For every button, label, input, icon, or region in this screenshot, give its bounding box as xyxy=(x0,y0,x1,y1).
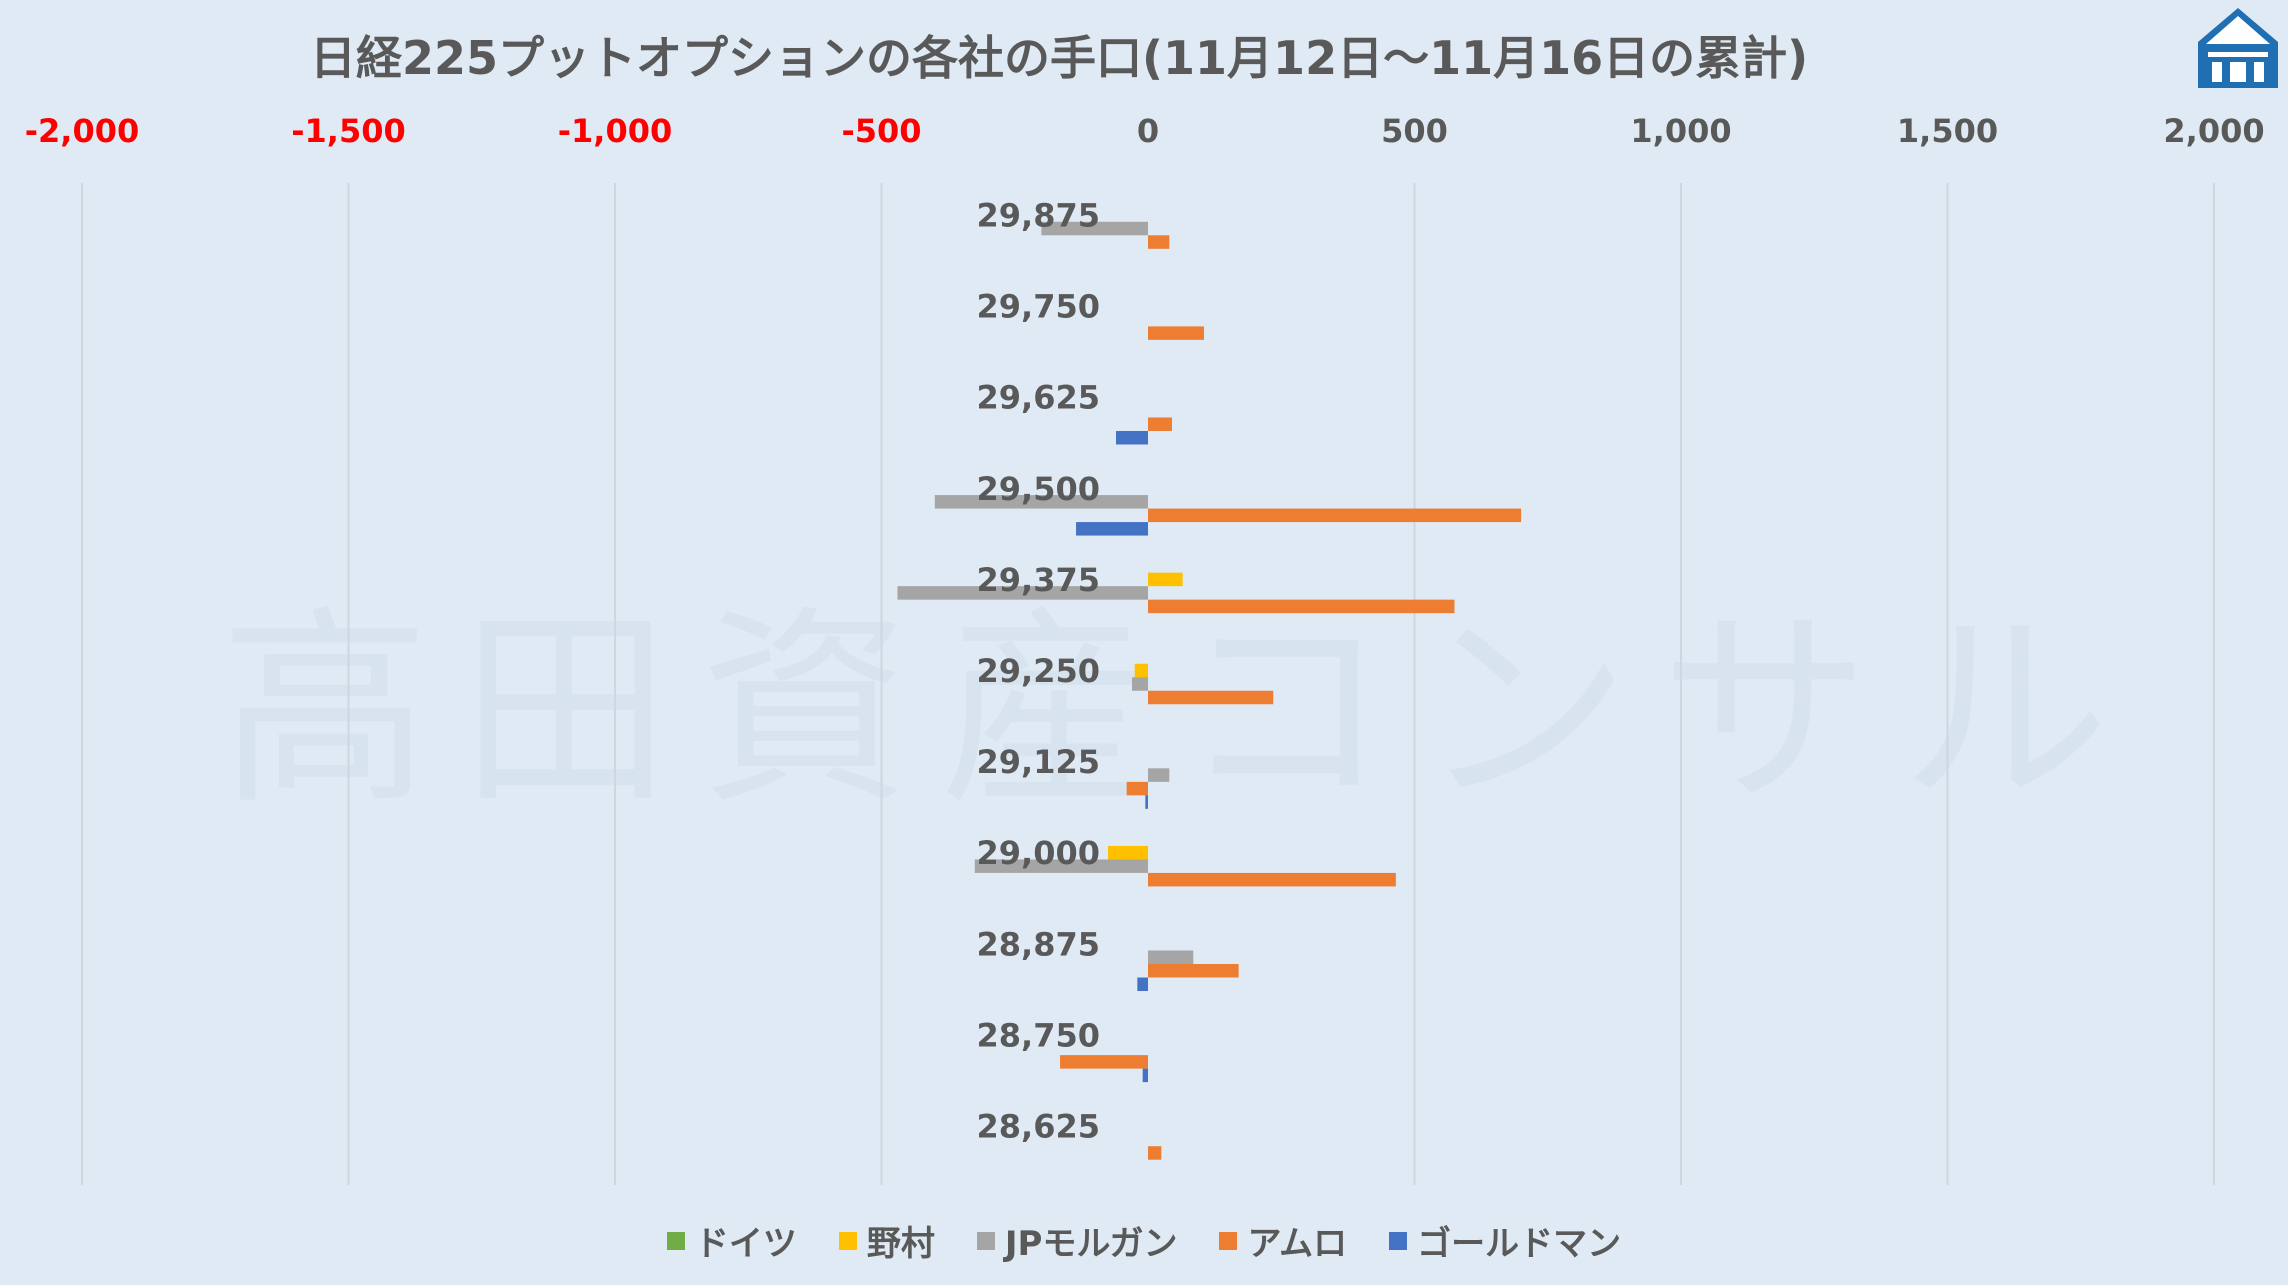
bar xyxy=(1137,977,1148,992)
bar xyxy=(1076,522,1148,536)
watermark: 高田資産コンサル xyxy=(220,588,2141,833)
bar xyxy=(1148,235,1170,249)
legend-label: JPモルガン xyxy=(1004,1224,1178,1264)
x-tick-label: -2,000 xyxy=(25,112,140,150)
legend-swatch xyxy=(666,1231,685,1250)
legend-swatch xyxy=(838,1231,857,1250)
legend: ドイツ 野村 JPモルガン アムロ ゴールドマン xyxy=(0,1216,2288,1265)
bar xyxy=(1148,964,1239,978)
bar xyxy=(1145,795,1148,809)
bar xyxy=(1148,1146,1162,1160)
legend-item: JPモルガン xyxy=(976,1216,1178,1265)
legend-label: ゴールドマン xyxy=(1417,1224,1622,1264)
bar xyxy=(1148,508,1522,523)
category-label: 28,625 xyxy=(977,1107,1100,1145)
legend-swatch xyxy=(1389,1231,1408,1250)
legend-swatch xyxy=(976,1231,995,1250)
bar xyxy=(1148,326,1204,340)
x-tick-label: 2,000 xyxy=(2163,112,2264,150)
legend-item: 野村 xyxy=(838,1216,935,1265)
bar xyxy=(1108,845,1148,860)
x-tick-labels: -2,000 -1,500 -1,000 -500 0 500 1,000 1,500 2,00… xyxy=(25,112,2265,150)
bar xyxy=(1126,781,1148,796)
bar xyxy=(1148,690,1274,705)
x-tick-label: 0 xyxy=(1137,112,1159,150)
gridlines xyxy=(81,183,2215,1185)
bars xyxy=(897,221,1522,1160)
x-tick-label: -1,000 xyxy=(558,112,673,150)
legend-label: アムロ xyxy=(1247,1224,1348,1264)
legend-item: ゴールドマン xyxy=(1389,1216,1621,1265)
bar xyxy=(897,586,1148,600)
legend-item: ドイツ xyxy=(666,1216,797,1265)
bar xyxy=(974,859,1148,873)
bar xyxy=(1148,950,1194,965)
bar xyxy=(1148,572,1183,587)
category-label: 29,375 xyxy=(977,561,1100,599)
x-tick-label: 1,000 xyxy=(1630,112,1731,150)
category-label: 29,500 xyxy=(977,470,1100,508)
takada-logo-icon xyxy=(2198,8,2278,88)
bar xyxy=(934,495,1148,509)
category-label: 28,875 xyxy=(977,925,1100,963)
x-tick-label: -500 xyxy=(841,112,921,150)
category-labels: 29,875 29,750 29,625 29,500 29,375 29,250 29,1… xyxy=(977,197,1100,1146)
category-label: 29,250 xyxy=(977,652,1100,690)
x-tick-label: 500 xyxy=(1381,112,1448,150)
category-label: 29,625 xyxy=(977,379,1100,417)
bar xyxy=(1060,1055,1148,1069)
category-label: 29,750 xyxy=(977,288,1100,326)
bar xyxy=(1148,768,1170,782)
legend-swatch xyxy=(1219,1231,1238,1250)
bar-chart: -2,000 -1,500 -1,000 -500 0 500 1,000 1,500 2,00… xyxy=(25,112,2265,1185)
legend-label: ドイツ xyxy=(694,1224,797,1264)
chart-title: 日経225プットオプションの各社の手口(11月12日～11月16日の累計) xyxy=(310,31,1809,85)
bar xyxy=(1148,872,1396,887)
bar xyxy=(1148,599,1455,614)
category-label: 29,000 xyxy=(977,834,1100,872)
legend-label: 野村 xyxy=(866,1224,935,1264)
bar xyxy=(1134,663,1148,678)
category-label: 28,750 xyxy=(977,1016,1100,1054)
bar xyxy=(1132,677,1148,691)
bar xyxy=(1148,417,1172,431)
legend-item: アムロ xyxy=(1219,1216,1347,1265)
x-tick-label: 1,500 xyxy=(1897,112,1998,150)
bar xyxy=(1116,430,1148,445)
x-tick-label: -1,500 xyxy=(291,112,406,150)
bar xyxy=(1142,1068,1148,1083)
category-label: 29,875 xyxy=(977,197,1100,235)
category-label: 29,125 xyxy=(977,743,1100,781)
bar xyxy=(1041,221,1148,236)
